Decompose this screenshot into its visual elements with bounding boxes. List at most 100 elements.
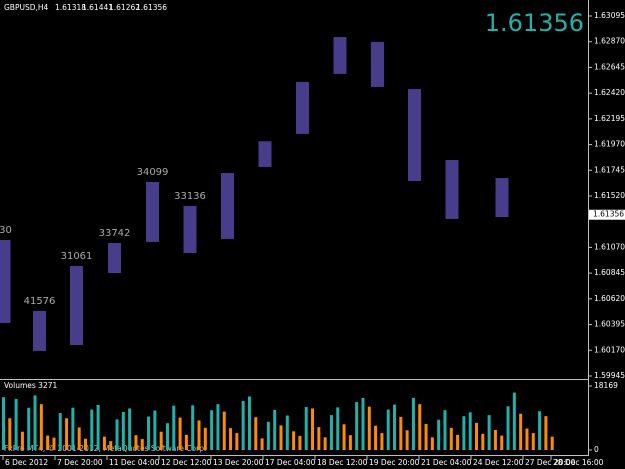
volume-bar [184,434,188,450]
y-tick-label: 1.63095 [594,11,625,20]
volume-bar [311,408,315,450]
volume-bar [159,431,163,450]
volume-bar [323,437,327,450]
volume-bar [210,410,214,450]
volume-bar [468,412,472,450]
ohlc-value: 1.61262 [109,3,140,12]
candle-body [495,178,509,218]
volume-bar [430,437,434,450]
volume-bar [500,435,504,450]
volume-bar [342,424,346,450]
volume-bar [336,407,340,450]
candle-body [146,181,159,242]
volume-bar [519,413,523,450]
volume-bar [140,439,144,450]
volume-bar [128,408,132,450]
volume-bar [33,395,37,450]
y-tick-label: 1.61070 [594,242,625,251]
y-tick-label: 0 [594,445,599,454]
y-tick-label: 1.62870 [594,37,625,46]
y-tick-label: 1.60395 [594,320,625,329]
volume-bar [531,433,535,450]
x-tick-label: 13 Dec 20:00 [213,458,264,467]
volume-bar [254,417,258,450]
volume-bar [348,435,352,450]
volume-title: Volumes 3271 [4,381,58,390]
candle-label: 31061 [61,251,93,262]
volume-bar [393,404,397,450]
ohlc-value: 1.61318 [55,3,86,12]
volume-bar [544,416,548,450]
volume-bar [27,407,31,450]
volume-bar [550,436,554,450]
candle-body [371,41,384,87]
volume-bar [58,413,62,450]
volume-bar [109,441,113,450]
x-tick-label: 17 Dec 04:00 [265,458,316,467]
volume-bar [20,431,24,450]
x-tick-label: 6 Dec 2012 [5,458,48,467]
volume-bar [14,398,18,450]
volume-bar [285,415,289,450]
volume-bar [134,435,138,450]
x-tick-label: 11 Dec 04:00 [109,458,160,467]
volume-bar [147,416,151,450]
volume-bar [475,422,479,450]
x-tick-label: 21 Dec 04:00 [421,458,472,467]
volume-bar [292,431,296,450]
volume-bar [443,410,447,450]
volume-bar [222,411,226,450]
volume-bar [197,420,201,450]
volume-bar [481,433,485,450]
y-tick-label: 1.62645 [594,62,625,71]
volume-bar [273,409,277,450]
volume-bar [115,419,119,450]
volume-bar [449,427,453,450]
volume-bar [298,435,302,450]
candle-body [296,81,309,134]
volume-bar [46,435,50,450]
volume-bar [260,438,264,450]
volume-bar [538,411,542,450]
candle-body [108,242,121,274]
x-tick-label: 19 Dec 20:00 [369,458,420,467]
candle-body [445,160,459,219]
candle-body [408,89,421,182]
y-tick-label: 1.62195 [594,114,625,123]
volume-bar [506,406,510,450]
volume-bar [355,402,359,450]
volume-bar [361,397,365,450]
volume-bar [172,405,176,450]
volume-bar [241,401,245,450]
volume-bar [90,409,94,450]
y-tick-label: 1.59945 [594,371,625,380]
volume-bar [374,425,378,450]
candle-body [183,205,197,254]
volume-bar [229,428,233,450]
volume-bar [8,418,12,450]
volume-bar [65,418,69,450]
volume-bar [487,415,491,450]
x-tick-label: 7 Dec 20:00 [57,458,103,467]
volume-bar [266,421,270,450]
y-tick-label: 1.60170 [594,345,625,354]
candle-label: I30 [0,225,12,236]
volume-bar [399,416,403,450]
volume-bar [71,407,75,450]
candle-body [221,173,234,239]
x-tick-label: 18 Dec 12:00 [317,458,368,467]
volume-bar [456,434,460,450]
candle-body [258,141,272,167]
ohlc-value: 1.61356 [136,3,167,12]
y-tick-label: 1.61520 [594,191,625,200]
y-tick-label: 1.60620 [594,294,625,303]
y-tick-label: 1.61970 [594,140,625,149]
volume-bar [367,406,371,450]
volume-bar [235,433,239,450]
candle-body [333,37,347,74]
volume-bar [153,410,157,450]
volume-bar [178,417,182,450]
volume-bar [493,429,497,450]
volume-bar [102,436,106,450]
